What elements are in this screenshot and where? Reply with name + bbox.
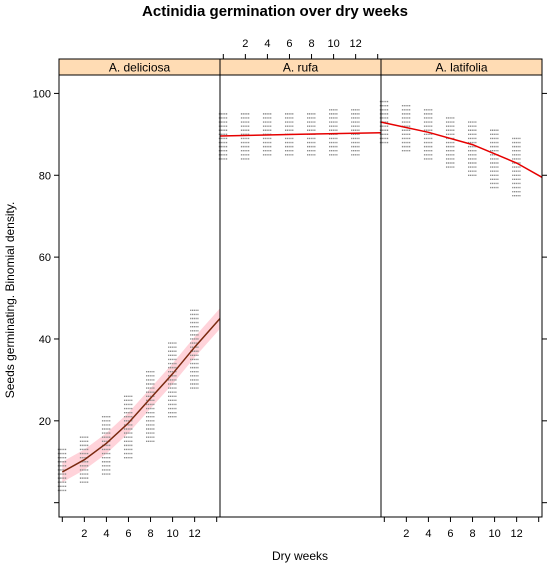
x-tick-label: 8	[147, 528, 153, 540]
x-tick-label: 10	[327, 38, 339, 50]
x-tick-label: 10	[166, 528, 178, 540]
chart-title: Actinidia germination over dry weeks	[142, 3, 408, 20]
fit-line	[380, 121, 543, 178]
fit-line	[219, 131, 382, 137]
x-tick-label: 12	[511, 528, 523, 540]
x-tick-label: 10	[488, 528, 500, 540]
y-tick-label: 20	[39, 416, 51, 428]
x-tick-label: 6	[125, 528, 131, 540]
fit-line	[61, 318, 221, 473]
y-tick-label: 60	[39, 252, 51, 264]
x-tick-label: 8	[308, 38, 314, 50]
y-tick-label: 100	[33, 88, 51, 100]
panel-border	[380, 74, 543, 518]
x-tick-label: 2	[403, 528, 409, 540]
panel-strip-label: A. rufa	[283, 61, 319, 75]
x-tick-label: 4	[425, 528, 431, 540]
x-tick-label: 6	[447, 528, 453, 540]
panel-strip-label: A. latifolia	[435, 61, 487, 75]
confidence-band	[62, 308, 220, 483]
panel-strip-label: A. deliciosa	[109, 61, 171, 75]
y-tick-label: 40	[39, 334, 51, 346]
x-tick-label: 2	[242, 38, 248, 50]
x-tick-label: 12	[189, 528, 201, 540]
x-tick-label: 4	[264, 38, 270, 50]
x-tick-label: 6	[286, 38, 292, 50]
x-axis-label: Dry weeks	[272, 549, 328, 563]
x-tick-label: 4	[103, 528, 109, 540]
panels-group: A. deliciosa 2 4 6 8 10 12 A. rufa 2 4 6 8 10 12 A. la…	[33, 38, 547, 540]
y-tick-label: 80	[39, 170, 51, 182]
x-tick-label: 8	[469, 528, 475, 540]
y-axis-label: Seeds germinating. Binomial density.	[3, 202, 17, 399]
x-tick-label: 12	[350, 38, 362, 50]
panel-border	[219, 74, 382, 518]
x-tick-label: 2	[81, 528, 87, 540]
